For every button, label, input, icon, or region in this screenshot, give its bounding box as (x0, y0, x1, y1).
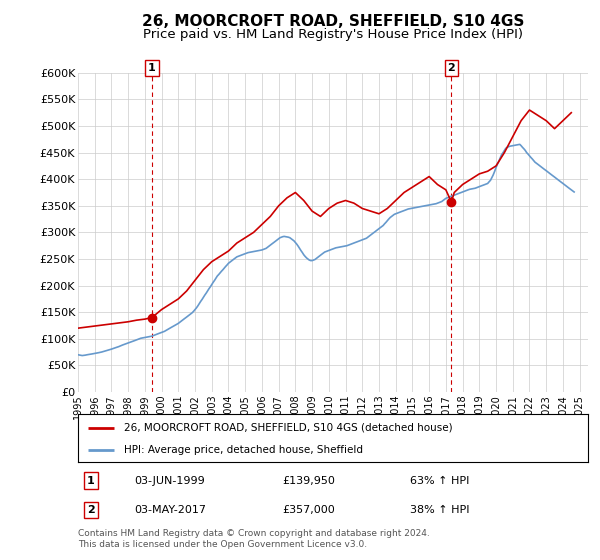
Text: 2: 2 (448, 63, 455, 73)
Text: 1: 1 (87, 475, 95, 486)
Text: 63% ↑ HPI: 63% ↑ HPI (409, 475, 469, 486)
Text: Contains HM Land Registry data © Crown copyright and database right 2024.
This d: Contains HM Land Registry data © Crown c… (78, 529, 430, 549)
Text: £139,950: £139,950 (282, 475, 335, 486)
Text: 03-JUN-1999: 03-JUN-1999 (134, 475, 205, 486)
Text: 2: 2 (87, 505, 95, 515)
Text: Price paid vs. HM Land Registry's House Price Index (HPI): Price paid vs. HM Land Registry's House … (143, 28, 523, 41)
Text: 38% ↑ HPI: 38% ↑ HPI (409, 505, 469, 515)
Text: 26, MOORCROFT ROAD, SHEFFIELD, S10 4GS (detached house): 26, MOORCROFT ROAD, SHEFFIELD, S10 4GS (… (124, 423, 452, 433)
Text: HPI: Average price, detached house, Sheffield: HPI: Average price, detached house, Shef… (124, 445, 363, 455)
Text: 1: 1 (148, 63, 156, 73)
Text: £357,000: £357,000 (282, 505, 335, 515)
Text: 26, MOORCROFT ROAD, SHEFFIELD, S10 4GS: 26, MOORCROFT ROAD, SHEFFIELD, S10 4GS (142, 14, 524, 29)
Text: 03-MAY-2017: 03-MAY-2017 (134, 505, 206, 515)
